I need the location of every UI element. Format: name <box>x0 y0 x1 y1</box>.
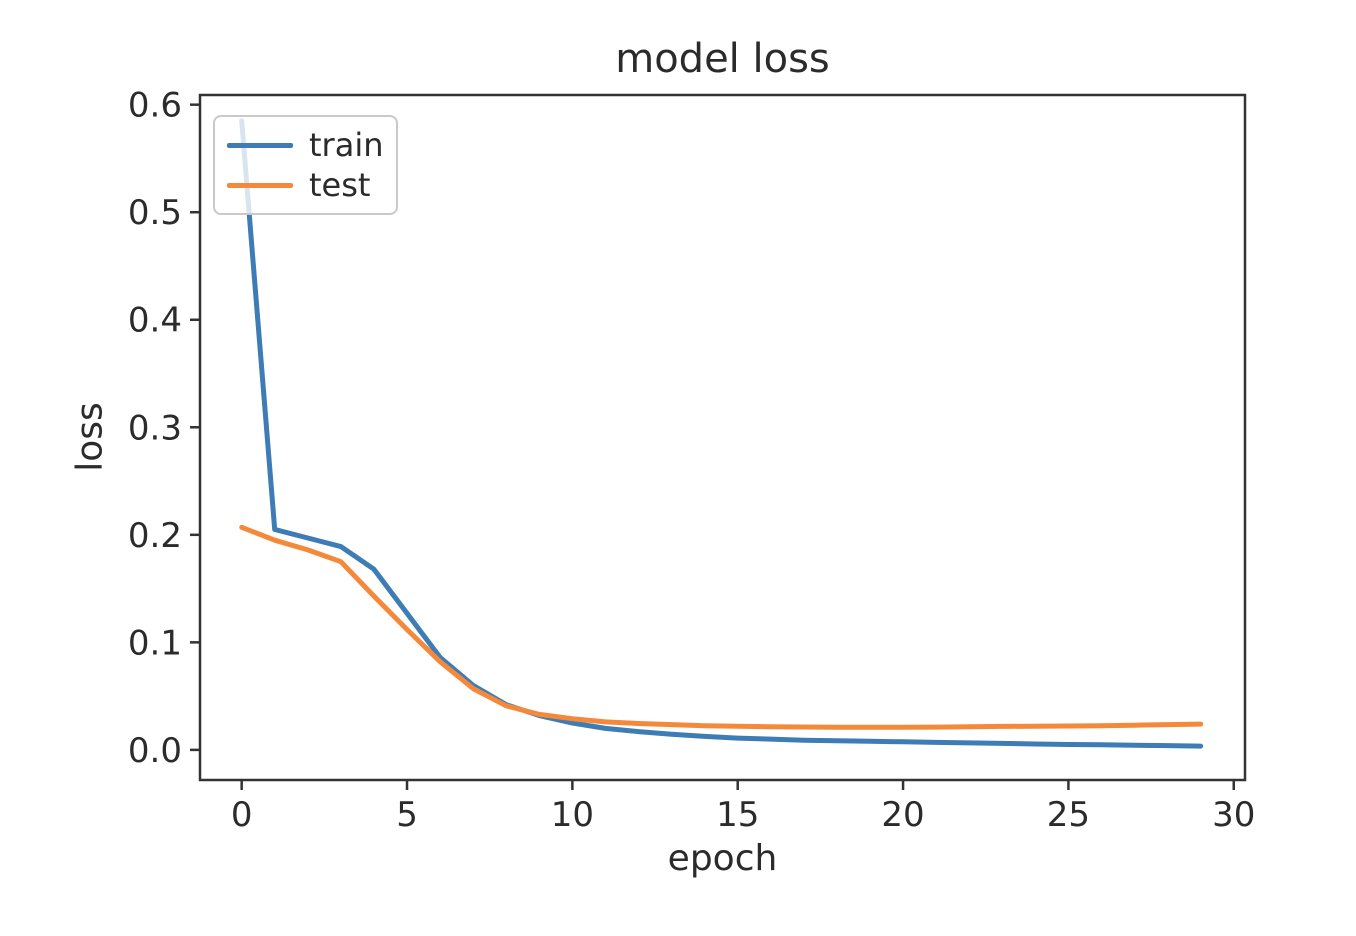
x-tick-label: 5 <box>396 795 418 835</box>
x-tick-label: 15 <box>716 795 759 835</box>
y-axis-label: loss <box>69 402 111 472</box>
test-line-swatch <box>227 182 293 188</box>
x-tick-label: 30 <box>1212 795 1255 835</box>
y-tick-label: 0.3 <box>128 408 182 448</box>
legend-label-train: train <box>309 126 384 164</box>
legend-item-test: test <box>227 169 384 201</box>
x-axis-label: epoch <box>667 838 778 879</box>
x-tick-label: 10 <box>551 795 594 835</box>
y-tick-label: 0.0 <box>128 731 182 771</box>
y-tick-label: 0.6 <box>128 86 182 126</box>
chart-title: model loss <box>615 36 830 82</box>
x-tick-label: 0 <box>231 795 253 835</box>
x-tick-label: 25 <box>1047 795 1090 835</box>
y-tick-label: 0.5 <box>128 193 182 233</box>
train-line <box>239 118 1204 749</box>
y-tick-label: 0.4 <box>128 301 182 341</box>
test-line <box>239 524 1204 730</box>
train-line-swatch <box>227 142 293 148</box>
axes-frame <box>198 93 1247 782</box>
legend-label-test: test <box>309 166 371 204</box>
legend: train test <box>213 115 398 215</box>
y-tick-label: 0.1 <box>128 623 182 663</box>
x-tick-label: 20 <box>881 795 924 835</box>
y-tick-label: 0.2 <box>128 516 182 556</box>
legend-item-train: train <box>227 129 384 161</box>
